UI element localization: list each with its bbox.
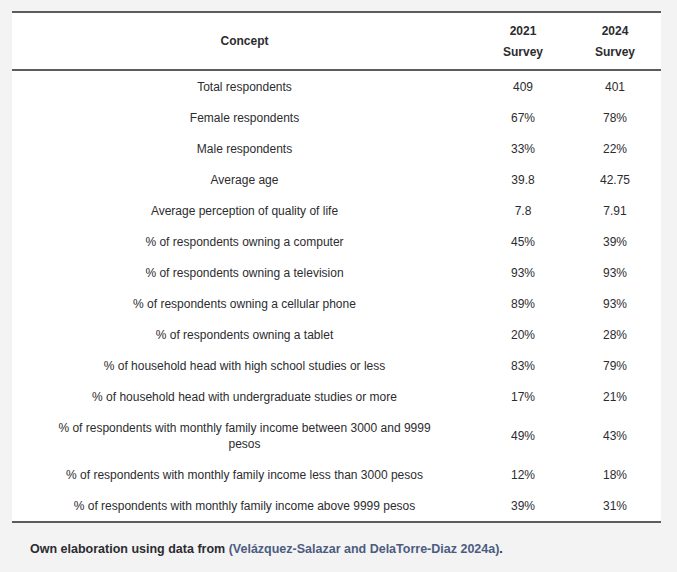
table-row: % of respondents owning a computer45%39% [12, 226, 661, 257]
value-2021-cell: 39.8 [477, 172, 569, 188]
column-header-concept: Concept [12, 33, 477, 49]
table-row: Average age39.842.75 [12, 164, 661, 195]
value-2021-cell: 12% [477, 467, 569, 483]
survey-comparison-table: Concept 2021 Survey 2024 Survey Total re… [12, 11, 661, 523]
value-2021-cell: 49% [477, 428, 569, 444]
value-2021-cell: 89% [477, 296, 569, 312]
concept-cell: % of respondents owning a television [12, 265, 477, 281]
value-2021-cell: 7.8 [477, 203, 569, 219]
concept-cell: % of household head with high school stu… [12, 358, 477, 374]
table-row: % of respondents with monthly family inc… [12, 490, 661, 521]
citation-link[interactable]: (Velázquez-Salazar and DelaTorre-Diaz 20… [229, 542, 500, 556]
concept-cell: Male respondents [12, 141, 477, 157]
column-header-2021-line1: 2021 [477, 23, 569, 39]
concept-cell: % of respondents owning a computer [12, 234, 477, 250]
value-2021-cell: 93% [477, 265, 569, 281]
concept-cell: % of respondents with monthly family inc… [12, 420, 477, 452]
table-row: Female respondents67%78% [12, 102, 661, 133]
concept-cell: % of respondents owning a cellular phone [12, 296, 477, 312]
concept-cell: % of household head with undergraduate s… [12, 389, 477, 405]
concept-cell: % of respondents owning a tablet [12, 327, 477, 343]
value-2021-cell: 20% [477, 327, 569, 343]
value-2024-cell: 401 [569, 79, 661, 95]
value-2024-cell: 79% [569, 358, 661, 374]
concept-cell: Average perception of quality of life [12, 203, 477, 219]
table-row: % of respondents with monthly family inc… [12, 412, 661, 459]
value-2021-cell: 17% [477, 389, 569, 405]
column-header-2024-line1: 2024 [569, 23, 661, 39]
column-header-2024-line2: Survey [569, 44, 661, 60]
value-2024-cell: 7.91 [569, 203, 661, 219]
value-2021-cell: 45% [477, 234, 569, 250]
table-row: % of respondents with monthly family inc… [12, 459, 661, 490]
table-row: % of household head with undergraduate s… [12, 381, 661, 412]
value-2021-cell: 409 [477, 79, 569, 95]
value-2024-cell: 93% [569, 265, 661, 281]
table-row: % of household head with high school stu… [12, 350, 661, 381]
table-header-row: Concept 2021 Survey 2024 Survey [12, 13, 661, 71]
column-header-2021-line2: Survey [477, 44, 569, 60]
value-2024-cell: 42.75 [569, 172, 661, 188]
caption-suffix-text: . [499, 542, 502, 556]
value-2024-cell: 31% [569, 498, 661, 514]
value-2021-cell: 67% [477, 110, 569, 126]
value-2024-cell: 18% [569, 467, 661, 483]
concept-cell: Average age [12, 172, 477, 188]
table-row: Total respondents409401 [12, 71, 661, 102]
value-2024-cell: 21% [569, 389, 661, 405]
concept-cell: % of respondents with monthly family inc… [12, 467, 477, 483]
concept-cell: % of respondents with monthly family inc… [12, 498, 477, 514]
source-caption: Own elaboration using data from (Velázqu… [30, 542, 503, 556]
value-2021-cell: 39% [477, 498, 569, 514]
column-header-2024-survey: 2024 Survey [569, 23, 661, 60]
value-2024-cell: 22% [569, 141, 661, 157]
table-row: % of respondents owning a cellular phone… [12, 288, 661, 319]
table-row: Average perception of quality of life7.8… [12, 195, 661, 226]
concept-cell: Total respondents [12, 79, 477, 95]
value-2024-cell: 28% [569, 327, 661, 343]
table-row: Male respondents33%22% [12, 133, 661, 164]
table-body: Total respondents409401Female respondent… [12, 71, 661, 521]
value-2024-cell: 93% [569, 296, 661, 312]
value-2021-cell: 33% [477, 141, 569, 157]
column-header-2021-survey: 2021 Survey [477, 23, 569, 60]
value-2021-cell: 83% [477, 358, 569, 374]
caption-prefix-text: Own elaboration using data from [30, 542, 229, 556]
value-2024-cell: 78% [569, 110, 661, 126]
concept-cell: Female respondents [12, 110, 477, 126]
table-row: % of respondents owning a tablet20%28% [12, 319, 661, 350]
value-2024-cell: 43% [569, 428, 661, 444]
value-2024-cell: 39% [569, 234, 661, 250]
table-row: % of respondents owning a television93%9… [12, 257, 661, 288]
